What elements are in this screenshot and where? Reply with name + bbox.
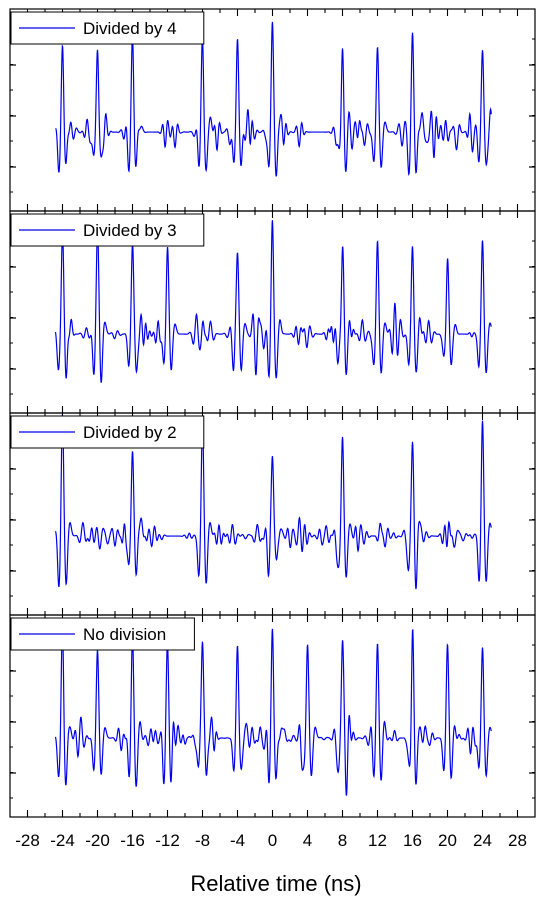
x-tick-label: 24	[473, 831, 492, 850]
x-axis-title: Relative time (ns)	[190, 871, 361, 896]
x-tick-label: 16	[403, 831, 422, 850]
x-tick-label: 20	[438, 831, 457, 850]
x-tick-label: 12	[368, 831, 387, 850]
legend: Divided by 2	[10, 415, 205, 449]
panel-2: Divided by 3	[9, 210, 536, 414]
x-tick-label: 0	[268, 831, 277, 850]
x-tick-label: -4	[230, 831, 245, 850]
x-tick-label: -24	[50, 831, 75, 850]
x-tick-label: -12	[155, 831, 180, 850]
legend: Divided by 3	[10, 213, 205, 247]
panel-1: Divided by 4	[9, 8, 536, 212]
x-tick-label: -28	[15, 831, 40, 850]
x-tick-label: -8	[195, 831, 210, 850]
x-tick-label: -16	[120, 831, 145, 850]
x-tick-label: -20	[85, 831, 110, 850]
x-axis-ticks: -28 -24 -20 -16 -12 -8 -4 0 4 8 12 16 20 24 28	[15, 831, 527, 850]
waveform-line	[54, 220, 492, 383]
legend-label: Divided by 3	[83, 221, 177, 240]
panel-4: No division	[9, 614, 536, 818]
x-tick-label: 4	[303, 831, 312, 850]
waveform-line	[54, 414, 492, 590]
waveform-line	[55, 21, 492, 177]
x-tick-label: 28	[508, 831, 527, 850]
panel-3: Divided by 2	[9, 412, 536, 616]
legend: Divided by 4	[10, 11, 205, 45]
legend-label: No division	[83, 625, 166, 644]
waveform-line	[54, 626, 492, 796]
legend-label: Divided by 2	[83, 423, 177, 442]
legend-label: Divided by 4	[83, 19, 177, 38]
x-tick-label: 8	[338, 831, 347, 850]
legend: No division	[10, 617, 195, 651]
panels-group: Divided by 4 Divided by 3 Divided by 2 No d…	[9, 8, 536, 818]
